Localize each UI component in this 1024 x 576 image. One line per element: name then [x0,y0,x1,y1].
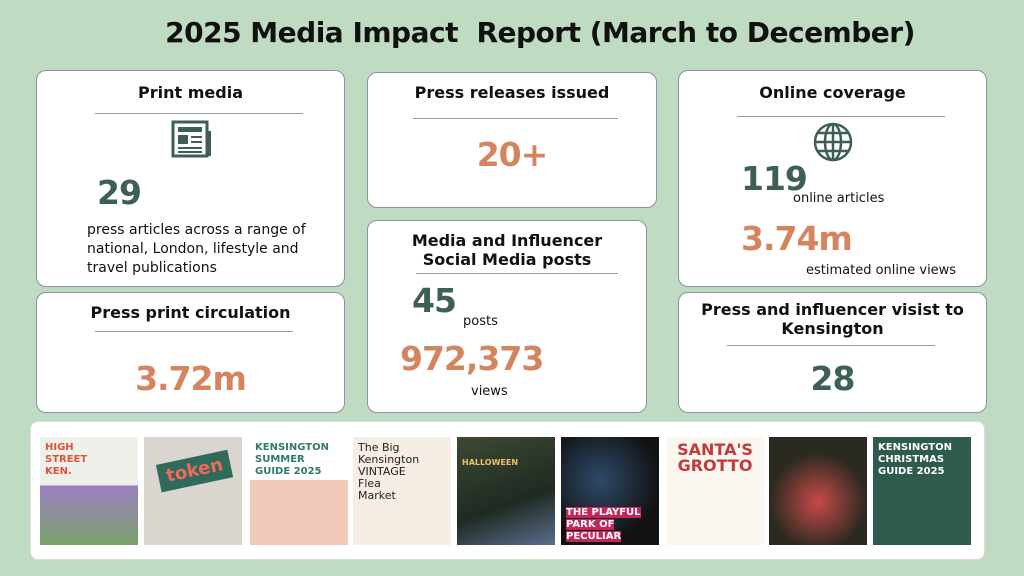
thumbnail: HIGH STREET KEN. [40,437,138,545]
print-media-card: Print media 29 press articles across a r… [36,70,345,287]
card-title: Press releases issued [414,83,610,102]
divider [95,113,303,114]
newspaper-icon [171,120,211,158]
thumbnail-text: The Big Kensington VINTAGE Flea Market [358,441,420,502]
thumbnail-text: token [155,449,234,493]
thumbnail: THE PLAYFUL PARK OF PECULIAR [561,437,659,545]
thumbnail: SANTA'S GROTTO [666,437,764,545]
card-title: Media and Influencer Social Media posts [411,231,603,269]
thumbnail [769,437,867,545]
thumbnail: The Big Kensington VINTAGE Flea Market [353,437,451,545]
card-title: Print media [138,83,243,102]
views-count: 972,373 [400,339,544,378]
card-title: Online coverage [759,83,906,102]
caption: online articles [793,191,885,206]
divider [416,273,618,274]
visit-count: 28 [810,359,856,398]
press-releases-card: Press releases issued 20+ [367,72,657,208]
caption: views [471,384,508,399]
caption: estimated online views [806,263,957,278]
thumbnail: HALLOWEEN [457,437,555,545]
social-posts-card: Media and Influencer Social Media posts … [367,220,647,413]
divider [95,331,293,332]
card-title: Press print circulation [90,303,291,322]
online-coverage-card: Online coverage 119 online articles 3.74… [678,70,987,287]
thumbnail-text: HIGH STREET KEN. [45,442,88,477]
views-count: 3.74m [741,219,853,258]
divider [413,118,618,119]
visits-card: Press and influencer visist to Kensingto… [678,292,987,413]
thumbnail-text: HALLOWEEN [462,458,519,467]
page-title: 2025 Media Impact Report (March to Decem… [165,16,915,49]
thumbnail-text: KENSINGTON CHRISTMAS GUIDE 2025 [878,442,952,477]
circulation: 3.72m [135,359,247,398]
article-count: 29 [97,173,142,212]
divider [727,345,935,346]
thumbnail-text: THE PLAYFUL PARK OF PECULIAR [566,507,641,542]
caption: press articles across a range of nationa… [87,222,306,276]
caption: posts [463,314,498,329]
thumbnail: KENSINGTON SUMMER GUIDE 2025 [250,437,348,545]
thumbnail-text: KENSINGTON SUMMER GUIDE 2025 [255,442,329,477]
divider [737,116,945,117]
card-title: Press and influencer visist to Kensingto… [701,300,964,338]
thumbnail: token [144,437,242,545]
thumbnail: KENSINGTON CHRISTMAS GUIDE 2025 [873,437,971,545]
globe-icon [813,122,853,162]
article-count: 119 [741,159,808,198]
thumbnail-text: SANTA'S GROTTO [677,440,753,475]
print-circulation-card: Press print circulation 3.72m [36,292,345,413]
release-count: 20+ [476,135,549,174]
post-count: 45 [412,281,457,320]
